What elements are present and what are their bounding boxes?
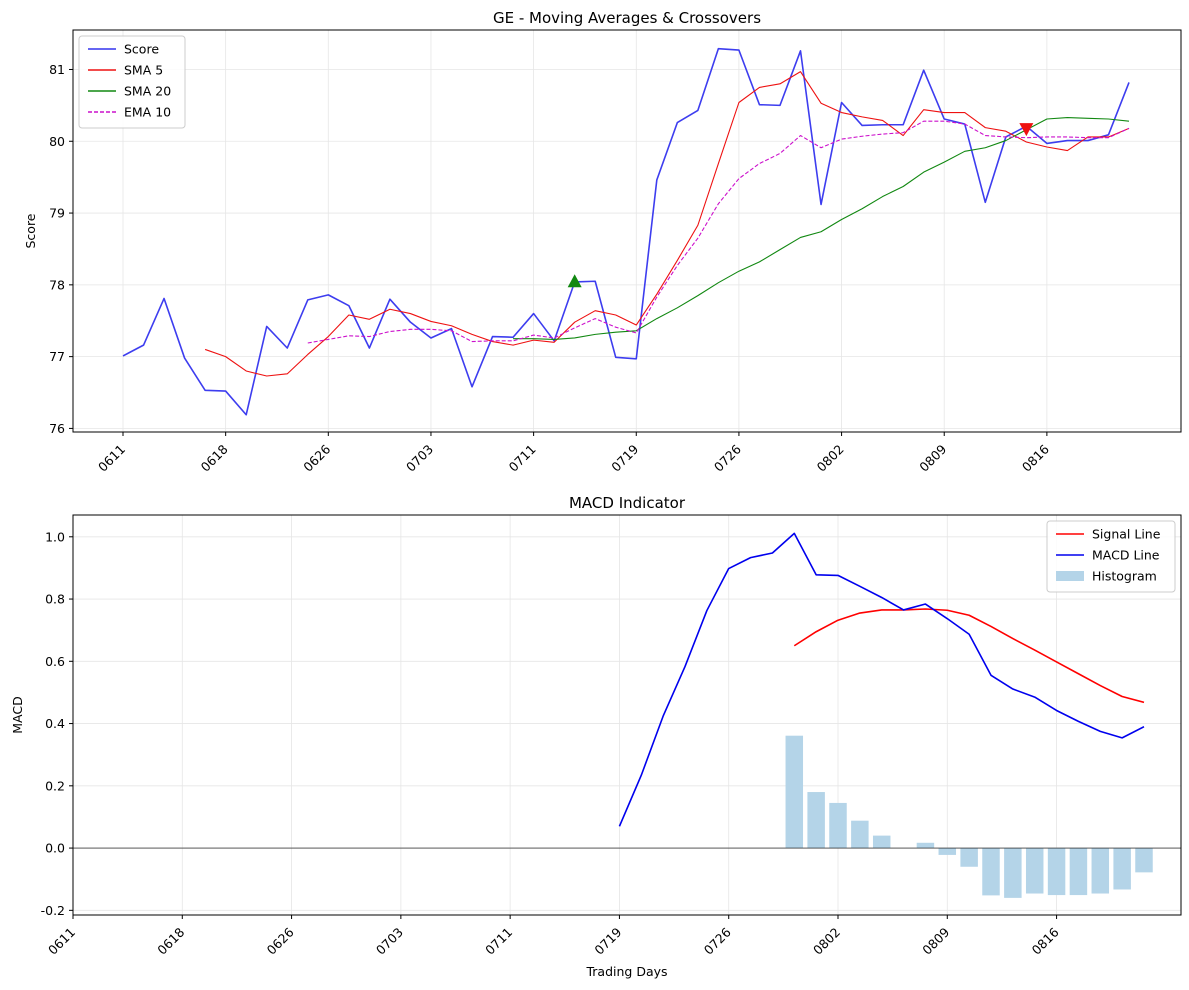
x-tick-label: 0816 <box>1019 441 1052 474</box>
histogram-bar <box>1047 848 1066 896</box>
histogram-bar <box>1135 848 1153 873</box>
golden-cross-marker <box>567 274 582 288</box>
y-tick-label: 0.8 <box>45 592 65 607</box>
y-tick-label: 80 <box>49 134 65 149</box>
series-line-macd-line <box>618 532 1145 827</box>
histogram-bar <box>1113 848 1131 890</box>
histogram-bar <box>872 835 891 849</box>
death-cross-marker <box>1019 123 1034 137</box>
legend-label: SMA 20 <box>124 84 171 99</box>
y-tick-label: 0.0 <box>45 841 65 856</box>
x-tick-label: 0626 <box>300 441 333 474</box>
price-chart: 76 77 78 79 80 81 0611 0618 0626 0703 0711 0719 0726… <box>23 9 1182 475</box>
y-tick-label: 78 <box>49 277 65 292</box>
legend-label: MACD Line <box>1092 548 1160 563</box>
legend-label: EMA 10 <box>124 105 171 120</box>
plot-frame <box>72 29 1182 433</box>
y-tick-label: -0.2 <box>41 903 65 918</box>
x-tick-label: 0802 <box>814 442 847 475</box>
x-tick-label: 0809 <box>916 441 949 474</box>
histogram-bar <box>938 848 957 855</box>
x-tick-label: 0726 <box>701 924 734 957</box>
legend-swatch <box>1056 571 1084 581</box>
x-tick-label: 0719 <box>608 441 641 474</box>
histogram-bar <box>982 848 1000 896</box>
chart-title: MACD Indicator <box>569 494 686 512</box>
y-tick-label: 0.4 <box>45 716 65 731</box>
y-tick-label: 81 <box>49 62 65 77</box>
series-line-sma-5 <box>204 71 1130 377</box>
x-tick-label: 0611 <box>45 925 78 958</box>
y-tick-label: 76 <box>49 421 65 436</box>
x-tick-label: 0618 <box>198 441 231 474</box>
series-line-score <box>122 47 1130 416</box>
x-axis-label: Trading Days <box>585 964 667 979</box>
x-tick-label: 0703 <box>373 925 406 958</box>
histogram-bar <box>785 735 804 849</box>
x-tick-label: 0611 <box>95 442 128 475</box>
histogram-bar <box>829 802 847 849</box>
legend-label: Score <box>124 42 159 57</box>
series-line-ema-10 <box>307 120 1130 344</box>
histogram-bar <box>960 848 978 867</box>
histogram-bar <box>807 792 825 849</box>
y-tick-label: 0.2 <box>45 778 65 793</box>
x-tick-label: 0726 <box>711 441 744 474</box>
chart-title: GE - Moving Averages & Crossovers <box>493 9 761 27</box>
histogram-bar <box>1091 848 1110 894</box>
x-tick-label: 0711 <box>506 442 539 475</box>
histogram-bar <box>1004 848 1022 898</box>
series-line-sma-20 <box>513 117 1130 340</box>
legend: Score SMA 5 SMA 20 EMA 10 <box>78 35 186 129</box>
y-axis-label: MACD <box>10 696 25 733</box>
series-line-signal-line <box>793 608 1145 704</box>
x-tick-label: 0802 <box>810 925 843 958</box>
x-tick-label: 0816 <box>1029 924 1062 957</box>
legend-box <box>78 35 186 129</box>
x-tick-label: 0719 <box>591 924 624 957</box>
macd-chart: -0.2 0.0 0.2 0.4 0.6 0.8 1.0 0611 0618 0626 0703 07… <box>10 494 1182 979</box>
x-tick-label: 0618 <box>154 924 187 957</box>
x-tick-label: 0809 <box>919 924 952 957</box>
legend-label: Signal Line <box>1092 527 1161 542</box>
y-tick-label: 1.0 <box>45 529 65 544</box>
histogram-bar <box>916 842 935 849</box>
legend-label: Histogram <box>1092 569 1157 584</box>
x-tick-label: 0711 <box>482 925 515 958</box>
plot-frame <box>72 514 1182 916</box>
legend: Signal Line MACD Line Histogram <box>1046 520 1176 593</box>
y-tick-label: 77 <box>49 349 65 364</box>
histogram-bar <box>1025 848 1044 894</box>
y-axis-label: Score <box>23 213 38 248</box>
y-tick-label: 0.6 <box>45 654 65 669</box>
y-tick-label: 79 <box>49 206 65 221</box>
histogram-bar <box>1069 848 1088 896</box>
x-tick-label: 0703 <box>403 442 436 475</box>
x-tick-label: 0626 <box>264 924 297 957</box>
histogram-bar <box>851 820 869 849</box>
legend-label: SMA 5 <box>124 63 163 78</box>
